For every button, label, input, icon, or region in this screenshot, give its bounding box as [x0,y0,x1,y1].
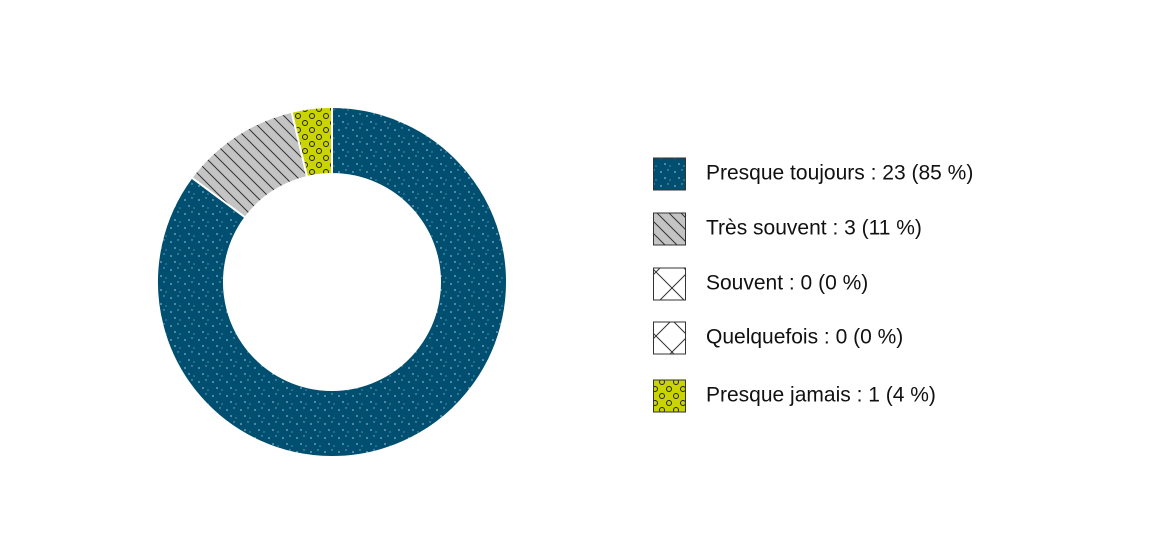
legend-label: Presque toujours : 23 (85 %) [706,162,973,185]
legend-label: Presque jamais : 1 (4 %) [706,384,936,407]
legend-label: Quelquefois : 0 (0 %) [706,326,903,349]
legend-label: Très souvent : 3 (11 %) [706,217,922,240]
legend-label: Souvent : 0 (0 %) [706,272,868,295]
legend-swatch [653,379,686,413]
slice [156,105,508,458]
legend-swatch [653,212,686,246]
legend-swatch [653,157,686,191]
legend: Presque toujours : 23 (85 %) Très souvent… [653,157,973,413]
donut [156,105,508,458]
legend-swatch [653,321,686,355]
legend-swatch [653,267,686,301]
slice [290,105,333,179]
